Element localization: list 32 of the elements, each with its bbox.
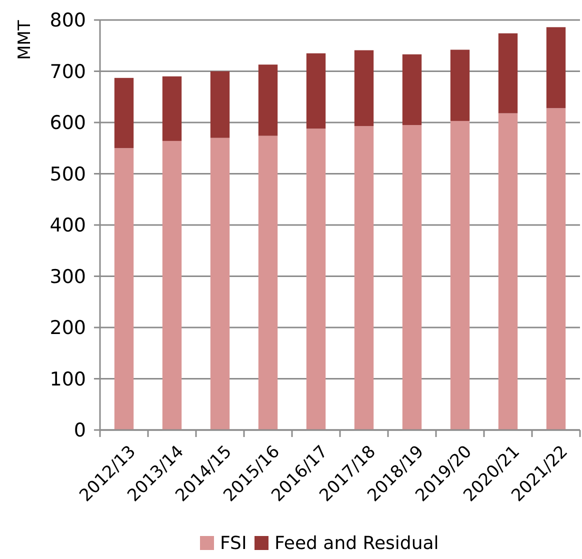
y-tick-label: 100 [50,368,86,390]
y-tick-label: 300 [50,266,86,288]
bar [210,138,230,430]
bar [354,126,374,430]
y-axis-title: MMT [15,20,35,60]
y-tick-label: 500 [50,163,86,186]
y-tick-label: 0 [74,420,86,442]
bar [114,148,134,430]
y-tick-label: 700 [50,60,86,83]
bar [546,27,566,108]
bar [402,125,422,430]
bar [210,71,230,138]
y-tick-label: 800 [50,10,86,32]
y-tick-label: 600 [50,112,86,134]
bar [306,128,326,430]
bar [258,136,278,430]
bar [114,78,134,148]
bar [258,64,278,136]
bar [450,50,470,121]
bar [450,120,470,430]
y-tick-label: 200 [50,317,86,340]
bar [306,53,326,129]
bar [354,50,374,126]
bar [162,76,182,141]
bar [498,113,518,430]
bar [498,33,518,114]
bar [162,140,182,430]
bar [546,108,566,430]
y-tick-label: 400 [50,214,86,237]
legend-label: Feed and Residual [274,533,439,554]
bar [402,54,422,126]
legend-label: FSI [220,533,247,554]
